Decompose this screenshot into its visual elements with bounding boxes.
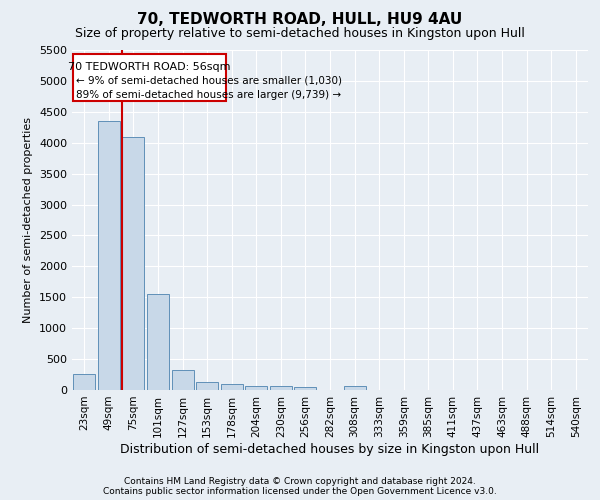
Y-axis label: Number of semi-detached properties: Number of semi-detached properties <box>23 117 34 323</box>
Bar <box>245 386 268 390</box>
Text: ← 9% of semi-detached houses are smaller (1,030): ← 9% of semi-detached houses are smaller… <box>76 76 341 86</box>
Bar <box>122 136 145 390</box>
Bar <box>147 294 169 390</box>
Text: Distribution of semi-detached houses by size in Kingston upon Hull: Distribution of semi-detached houses by … <box>121 442 539 456</box>
Bar <box>73 54 226 100</box>
Bar <box>172 370 194 390</box>
Text: 70 TEDWORTH ROAD: 56sqm: 70 TEDWORTH ROAD: 56sqm <box>68 62 230 72</box>
Bar <box>270 386 292 390</box>
Bar <box>73 374 95 390</box>
Bar <box>295 387 316 390</box>
Text: Contains HM Land Registry data © Crown copyright and database right 2024.: Contains HM Land Registry data © Crown c… <box>124 478 476 486</box>
Text: 89% of semi-detached houses are larger (9,739) →: 89% of semi-detached houses are larger (… <box>76 90 341 100</box>
Text: Contains public sector information licensed under the Open Government Licence v3: Contains public sector information licen… <box>103 488 497 496</box>
Bar <box>221 384 243 390</box>
Bar <box>344 386 365 390</box>
Bar <box>196 382 218 390</box>
Bar <box>98 121 120 390</box>
Text: Size of property relative to semi-detached houses in Kingston upon Hull: Size of property relative to semi-detach… <box>75 28 525 40</box>
Text: 70, TEDWORTH ROAD, HULL, HU9 4AU: 70, TEDWORTH ROAD, HULL, HU9 4AU <box>137 12 463 28</box>
